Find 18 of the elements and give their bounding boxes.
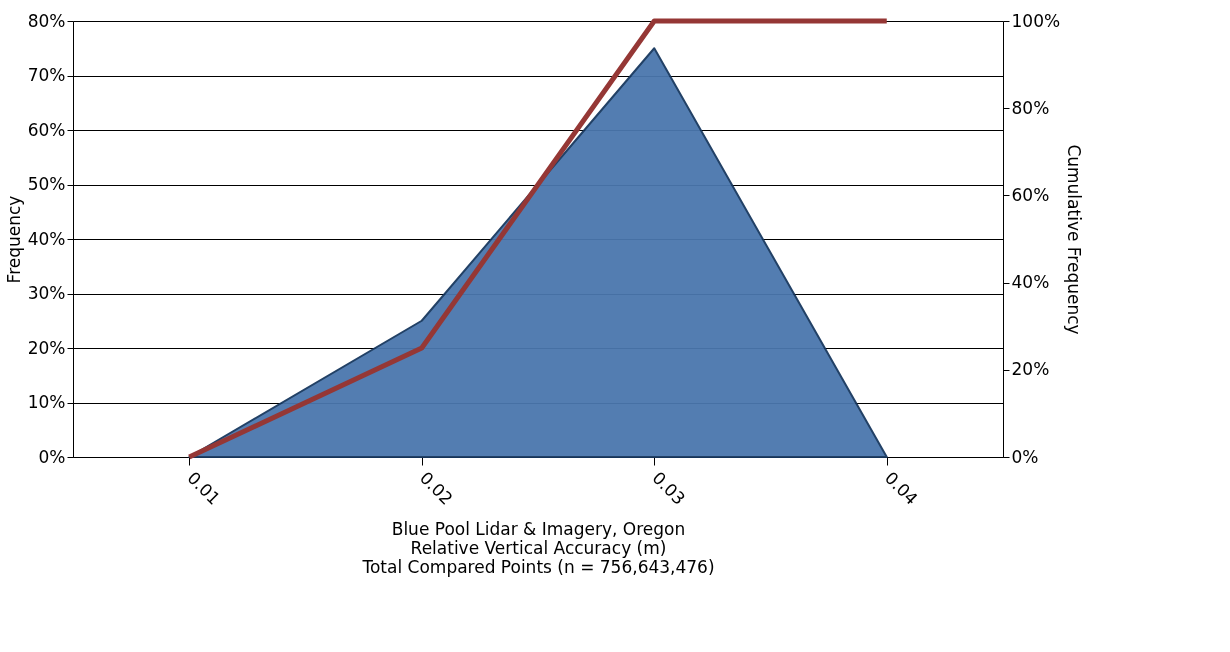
y-tick-label: 50% bbox=[27, 174, 66, 194]
y2-tick-label: 60% bbox=[1011, 184, 1050, 205]
y-tick-label: 10% bbox=[27, 392, 66, 412]
x-axis-title: Blue Pool Lidar & Imagery, Oregon Relative Vertical Accuracy (m) Total Compared Points (n = 756,643,476) bbox=[361, 518, 715, 577]
y2-tick-label: 80% bbox=[1011, 97, 1050, 118]
y2-tick-label: 100% bbox=[1011, 10, 1061, 31]
y2-axis-title: Cumulative Frequency bbox=[1064, 144, 1085, 335]
y-tick-label: 0% bbox=[38, 446, 66, 467]
y2-tick-label: 40% bbox=[1011, 272, 1050, 293]
y-tick-label: 40% bbox=[27, 228, 66, 249]
y-tick-label: 30% bbox=[27, 283, 66, 303]
y2-tick-label: 20% bbox=[1011, 359, 1050, 380]
y-axis-title: Frequency bbox=[3, 195, 24, 284]
y-tick-label: 60% bbox=[27, 119, 66, 140]
y2-tick-label: 0% bbox=[1011, 446, 1039, 467]
y-tick-label: 70% bbox=[27, 65, 66, 85]
y-tick-label: 80% bbox=[27, 10, 66, 31]
y-tick-label: 20% bbox=[27, 337, 66, 358]
